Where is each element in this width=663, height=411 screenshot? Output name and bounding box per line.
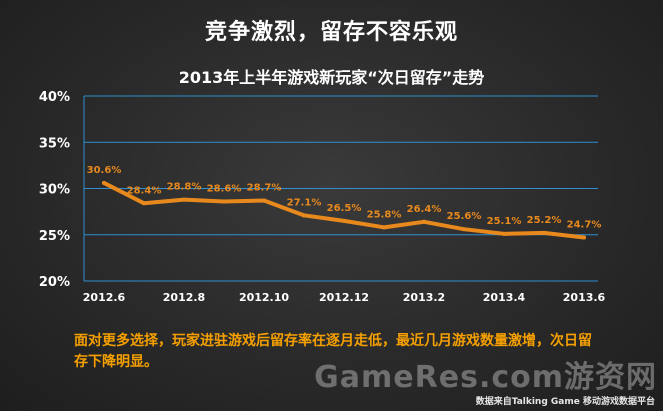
y-tick-label: 20% xyxy=(39,275,70,290)
data-source: 数据来自Talking Game 移动游戏数据平台 xyxy=(475,397,655,407)
data-point xyxy=(142,201,146,206)
y-tick-label: 25% xyxy=(39,229,70,244)
y-tick-label: 35% xyxy=(39,136,70,151)
x-tick-label: 2012.12 xyxy=(319,291,369,304)
chart-title: 2013年上半年游戏新玩家“次日留存”走势 xyxy=(178,68,485,87)
y-tick-label: 40% xyxy=(39,90,70,105)
x-tick-label: 2012.6 xyxy=(83,291,126,304)
data-label: 26.5% xyxy=(327,203,362,214)
data-label: 28.7% xyxy=(247,183,282,194)
data-label: 25.2% xyxy=(527,215,562,226)
x-tick-label: 2013.6 xyxy=(563,291,606,304)
data-label: 28.6% xyxy=(207,183,242,194)
data-point xyxy=(342,218,346,223)
data-point xyxy=(542,230,546,235)
x-tick-label: 2012.8 xyxy=(163,291,205,304)
data-label: 24.7% xyxy=(567,220,602,231)
data-point xyxy=(182,197,186,202)
data-label: 28.4% xyxy=(127,185,162,196)
data-point xyxy=(502,231,506,236)
data-point xyxy=(422,219,426,224)
x-tick-label: 2012.10 xyxy=(239,291,289,304)
data-label: 26.4% xyxy=(407,204,442,215)
data-point xyxy=(582,235,586,240)
data-label: 25.6% xyxy=(447,211,482,222)
data-point xyxy=(382,225,386,230)
data-label: 27.1% xyxy=(287,197,322,208)
data-point xyxy=(302,213,306,218)
headline: 竞争激烈，留存不容乐观 xyxy=(204,20,458,45)
y-tick-label: 30% xyxy=(39,183,70,198)
data-point xyxy=(222,199,226,204)
data-label: 30.6% xyxy=(87,165,122,176)
summary-note: 面对更多选择，玩家进驻游戏后留存率在逐月走低，最近几月游戏数量激增，次日留存下降… xyxy=(74,333,592,370)
data-point xyxy=(102,180,106,185)
data-label: 25.8% xyxy=(367,209,402,220)
data-point xyxy=(262,198,266,203)
data-point xyxy=(462,227,466,232)
x-tick-label: 2013.2 xyxy=(403,291,445,304)
data-label: 28.8% xyxy=(167,182,202,193)
data-label: 25.1% xyxy=(487,216,522,227)
x-tick-label: 2013.4 xyxy=(483,291,526,304)
watermark-logo: GameRes.com游资网 xyxy=(314,360,657,395)
